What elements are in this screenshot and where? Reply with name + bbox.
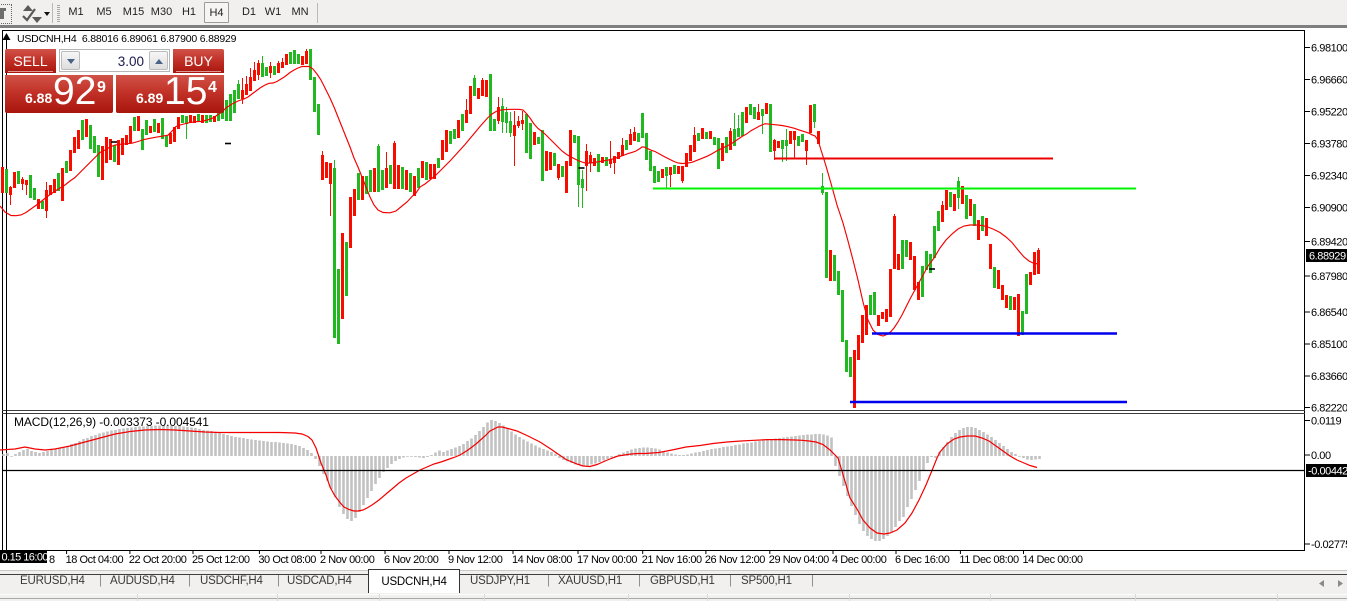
svg-text:6.85100: 6.85100 xyxy=(1311,339,1347,351)
svg-text:6.82220: 6.82220 xyxy=(1311,403,1347,415)
svg-text:9 Nov 12:00: 9 Nov 12:00 xyxy=(448,554,503,566)
svg-text:6.98100: 6.98100 xyxy=(1311,43,1347,55)
svg-text:6.90900: 6.90900 xyxy=(1311,203,1347,215)
svg-text:29 Nov 04:00: 29 Nov 04:00 xyxy=(769,554,829,566)
svg-text:6.83660: 6.83660 xyxy=(1311,371,1347,383)
svg-text:26 Nov 12:00: 26 Nov 12:00 xyxy=(705,554,765,566)
svg-text:6.95220: 6.95220 xyxy=(1311,107,1347,119)
svg-text:17 Nov 00:00: 17 Nov 00:00 xyxy=(577,554,637,566)
svg-text:21 Nov 16:00: 21 Nov 16:00 xyxy=(642,554,702,566)
svg-text:4 Dec 00:00: 4 Dec 00:00 xyxy=(832,554,887,566)
svg-text:6.96660: 6.96660 xyxy=(1311,75,1347,87)
svg-text:6.93780: 6.93780 xyxy=(1311,139,1347,151)
svg-text:-0.00442: -0.00442 xyxy=(1308,466,1347,478)
svg-text:6.89420: 6.89420 xyxy=(1311,237,1347,249)
svg-text:6 Nov 20:00: 6 Nov 20:00 xyxy=(384,554,439,566)
svg-text:18 Oct 04:00: 18 Oct 04:00 xyxy=(66,554,124,566)
svg-text:14 Nov 08:00: 14 Nov 08:00 xyxy=(512,554,572,566)
svg-text:22 Oct 20:00: 22 Oct 20:00 xyxy=(129,554,187,566)
svg-text:6.86540: 6.86540 xyxy=(1311,307,1347,319)
svg-text:30 Oct 08:00: 30 Oct 08:00 xyxy=(258,554,316,566)
svg-text:11 Dec 08:00: 11 Dec 08:00 xyxy=(959,554,1019,566)
svg-text:0.0119: 0.0119 xyxy=(1311,416,1341,428)
svg-text:6.87980: 6.87980 xyxy=(1311,271,1347,283)
svg-text:8: 8 xyxy=(49,554,55,566)
svg-text:2 Nov 00:00: 2 Nov 00:00 xyxy=(320,554,375,566)
svg-text:0.15 16:00: 0.15 16:00 xyxy=(2,552,49,564)
svg-text:6 Dec 16:00: 6 Dec 16:00 xyxy=(895,554,950,566)
svg-text:6.88929: 6.88929 xyxy=(1309,251,1346,263)
svg-text:6.92340: 6.92340 xyxy=(1311,171,1347,183)
svg-text:25 Oct 12:00: 25 Oct 12:00 xyxy=(192,554,250,566)
svg-text:0.00: 0.00 xyxy=(1311,450,1331,462)
svg-text:-0.02775: -0.02775 xyxy=(1311,539,1347,551)
svg-text:14 Dec 00:00: 14 Dec 00:00 xyxy=(1023,554,1083,566)
